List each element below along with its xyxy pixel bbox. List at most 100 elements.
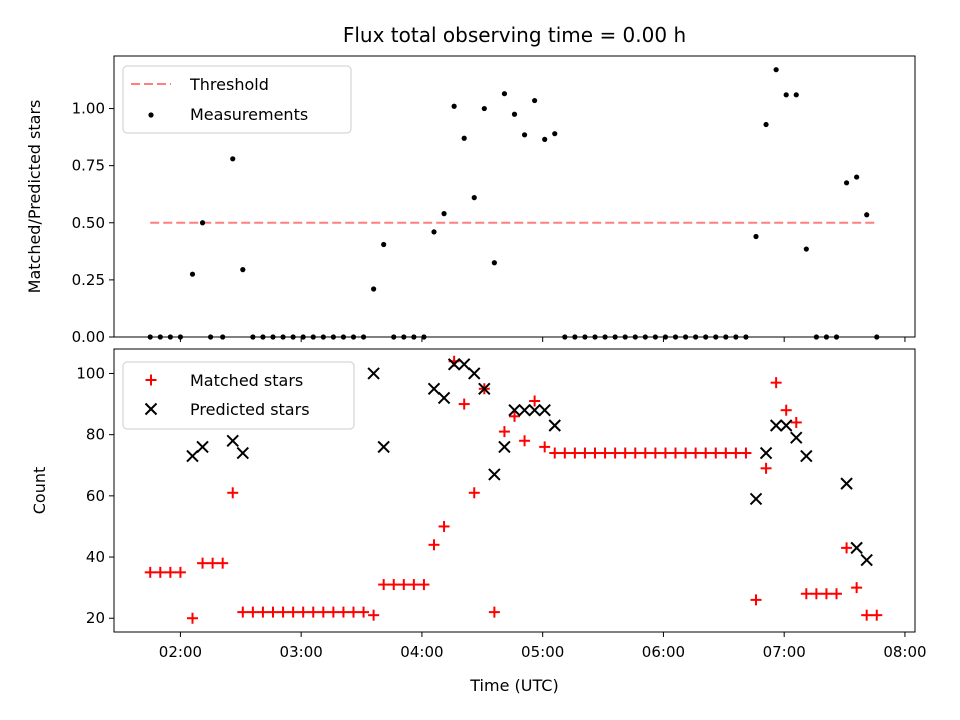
measurement-point [743, 334, 749, 340]
predicted-star-point [427, 382, 441, 395]
predicted-star-point [548, 419, 561, 432]
matched-star-point [297, 606, 309, 618]
measurement-point [813, 334, 819, 340]
matched-star-point [257, 606, 269, 618]
measurement-point [803, 246, 809, 252]
measurement-point [270, 334, 276, 340]
predicted-star-point [508, 403, 521, 417]
measurement-point [350, 334, 357, 340]
measurement-point [592, 334, 598, 340]
measurement-point [310, 334, 316, 340]
matched-star-point [498, 426, 510, 438]
bottom-y-tick-label: 60 [86, 487, 105, 505]
bottom-axes: 20 40 60 80 100 02:00 03:00 04:00 05:00 06:00 07:0… [76, 348, 927, 661]
matched-star-point [589, 447, 601, 459]
predicted-star-point [437, 391, 451, 405]
legend-threshold-label: Threshold [189, 75, 269, 94]
measurement-point [521, 132, 528, 138]
matched-star-point [186, 612, 198, 624]
predicted-star-b [457, 358, 471, 371]
measurement-point [491, 260, 497, 266]
x-tick-label: 03:00 [280, 643, 323, 661]
top-legend-box [122, 65, 352, 134]
legend-predicted-label: Predicted stars [190, 400, 310, 419]
legend-measurements-label: Measurements [190, 105, 308, 124]
measurement-point [773, 67, 779, 73]
measurement-point [431, 229, 437, 235]
matched-star-point [750, 594, 762, 606]
predicted-star-b [196, 440, 209, 454]
matched-star-point [649, 447, 661, 459]
matched-star-point [408, 579, 420, 591]
measurement-point [501, 91, 508, 97]
measurement-point [147, 334, 153, 340]
predicted-star-b [236, 446, 250, 460]
matched-star-point [659, 447, 671, 459]
measurement-point [602, 334, 608, 340]
measurement-point [177, 334, 184, 340]
matched-star-point [800, 588, 812, 600]
predicted-star-point [468, 367, 481, 380]
matched-star-point [197, 557, 209, 569]
matched-star-point [488, 606, 500, 618]
chart-title: Flux total observing time = 0.00 h [343, 23, 686, 47]
matched-star-point [154, 566, 166, 578]
predicted-star-b [850, 541, 863, 555]
top-y-tick-label: 1.00 [72, 100, 105, 118]
measurement-point [612, 334, 618, 340]
measurement-point [330, 334, 336, 340]
measurement-point [713, 334, 719, 340]
predicted-star-b [548, 419, 561, 432]
measurement-point [401, 334, 407, 340]
top-y-tick-label: 0.00 [72, 328, 105, 346]
top-legend: Threshold Measurements [122, 65, 352, 134]
measurement-point [843, 180, 850, 186]
predicted-star-b [779, 419, 793, 432]
measurement-point [672, 334, 679, 340]
top-y-tick-label: 0.75 [72, 157, 105, 175]
matched-star-point [599, 447, 611, 459]
x-tick-label: 02:00 [159, 643, 202, 661]
bottom-y-axis-label: Count [30, 467, 49, 515]
matched-star-point [237, 606, 249, 618]
measurement-point [854, 174, 860, 180]
bottom-y-tick-label: 40 [86, 548, 105, 566]
predicted-star-point [528, 403, 541, 417]
matched-star-point [720, 447, 732, 459]
measurement-point [280, 334, 286, 340]
x-tick-label: 06:00 [642, 643, 685, 661]
matched-star-point [347, 606, 359, 618]
measurement-point [723, 334, 729, 340]
predicted-star-b [508, 403, 521, 417]
matched-star-point [337, 606, 349, 618]
predicted-star-point [538, 403, 551, 417]
predicted-star-point [447, 358, 461, 371]
matched-star-point [509, 410, 520, 422]
predicted-star-point [790, 431, 803, 444]
matched-star-point [207, 557, 219, 569]
x-axis-label: Time (UTC) [469, 676, 558, 695]
matched-star-point [851, 582, 863, 594]
measurement-point [753, 233, 759, 240]
measurement-point [763, 121, 769, 128]
predicted-star-b [528, 403, 541, 417]
measurement-point [542, 136, 548, 142]
predicted-star-b [186, 449, 199, 463]
matched-star-point [730, 447, 742, 459]
x-tick-label: 04:00 [400, 643, 443, 661]
bottom-y-tick-label: 100 [76, 364, 105, 382]
matched-star-point [619, 447, 631, 459]
predicted-star-point [488, 468, 501, 481]
matched-star-point [317, 606, 329, 618]
matched-star-point [760, 462, 772, 474]
measurement-point [157, 334, 163, 340]
predicted-star-b [790, 431, 803, 444]
matched-star-point [418, 579, 430, 591]
matched-star-point [639, 447, 651, 459]
top-axes-frame [113, 55, 916, 338]
measurement-point [199, 220, 206, 226]
predicted-star-b [226, 434, 239, 447]
bottom-legend-box [122, 361, 355, 430]
measurement-point [250, 334, 256, 340]
